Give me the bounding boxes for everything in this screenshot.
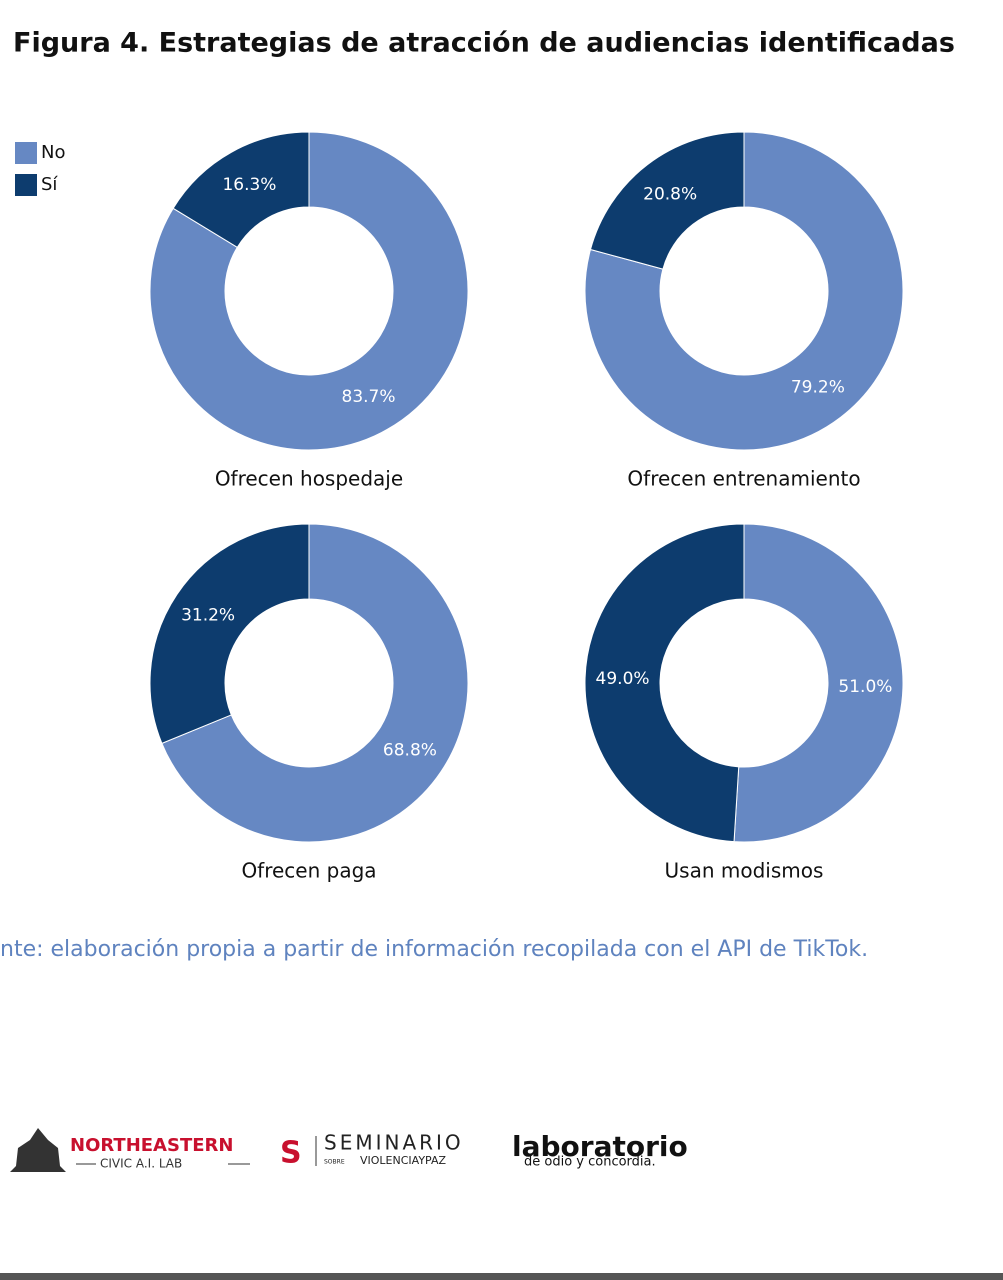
logo-icon: S <box>280 1136 302 1171</box>
bottom-bar <box>0 1273 1003 1280</box>
value-label: 51.0% <box>838 677 892 697</box>
donut-slice <box>149 523 310 745</box>
logo-seminario: S SEMINARIO SOBRE VIOLENCIAYPAZ <box>280 1131 464 1171</box>
legend-label: Sí <box>41 174 58 195</box>
value-label: 79.2% <box>791 377 845 397</box>
value-label: 31.2% <box>181 605 235 625</box>
logo-laboratorio: laboratorio de odio y concordia. <box>512 1130 688 1170</box>
legend-label: No <box>41 142 65 163</box>
value-label: 68.8% <box>383 741 437 761</box>
logo-northeastern: NORTHEASTERN CIVIC A.I. LAB <box>10 1128 250 1172</box>
logo-text: SOBRE <box>324 1159 345 1166</box>
capitol-icon <box>10 1128 66 1172</box>
chart-title: Ofrecen hospedaje <box>215 467 403 491</box>
value-label: 83.7% <box>342 387 396 407</box>
legend-swatch <box>15 142 37 164</box>
donut-slice <box>584 523 745 843</box>
value-label: 49.0% <box>596 669 650 689</box>
logo-text: laboratorio <box>512 1130 688 1163</box>
figure-title: Figura 4. Estrategias de atracción de au… <box>13 28 955 59</box>
logo-text: NORTHEASTERN <box>70 1135 233 1156</box>
logo-text: CIVIC A.I. LAB <box>100 1157 182 1171</box>
legend-swatch <box>15 174 37 196</box>
donut-slice <box>589 131 745 270</box>
logo-text: de odio y concordia. <box>524 1155 656 1170</box>
logo-text: SEMINARIO <box>324 1131 464 1155</box>
chart-title: Ofrecen paga <box>241 859 376 883</box>
donut-slice <box>172 131 310 249</box>
donut-slice <box>161 523 469 843</box>
source-note: nte: elaboración propia a partir de info… <box>0 937 868 962</box>
donut-slice <box>149 131 469 451</box>
logo-text: VIOLENCIAYPAZ <box>360 1154 447 1167</box>
donut-slice <box>733 523 904 843</box>
value-label: 20.8% <box>643 185 697 205</box>
chart-title: Ofrecen entrenamiento <box>627 467 860 491</box>
donut-slice <box>584 131 904 451</box>
chart-title: Usan modismos <box>665 859 824 883</box>
value-label: 16.3% <box>222 175 276 195</box>
